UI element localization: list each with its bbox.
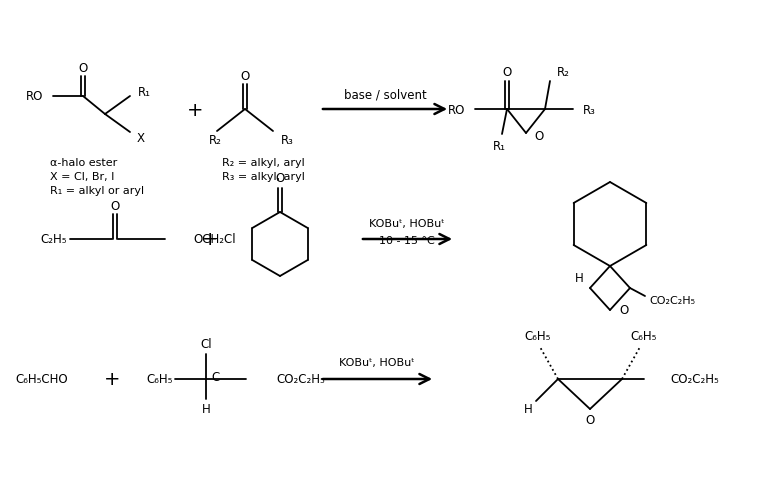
Text: +: +: [104, 370, 121, 389]
Text: C₆H₅: C₆H₅: [147, 373, 173, 386]
Text: C₆H₅CHO: C₆H₅CHO: [15, 373, 68, 386]
Text: CO₂C₂H₅: CO₂C₂H₅: [649, 295, 695, 305]
Text: RO: RO: [25, 91, 43, 103]
Text: O: O: [502, 66, 511, 79]
Text: R₁: R₁: [492, 139, 505, 152]
Text: OCH₂Cl: OCH₂Cl: [193, 233, 236, 246]
Text: R₂: R₂: [209, 133, 222, 146]
Text: H: H: [524, 403, 532, 416]
Text: +: +: [202, 230, 218, 249]
Text: O: O: [240, 69, 250, 82]
Text: O: O: [276, 172, 285, 185]
Text: C₆H₅: C₆H₅: [631, 329, 657, 342]
Text: C₆H₅: C₆H₅: [525, 329, 551, 342]
Text: RO: RO: [448, 103, 465, 116]
Text: R₁ = alkyl or aryl: R₁ = alkyl or aryl: [50, 186, 144, 196]
Text: X = Cl, Br, I: X = Cl, Br, I: [50, 172, 114, 182]
Text: R₃: R₃: [583, 103, 596, 116]
Text: H: H: [202, 403, 210, 416]
Text: KOBuᵗ, HOBuᵗ: KOBuᵗ, HOBuᵗ: [369, 219, 445, 228]
Text: O: O: [111, 199, 120, 212]
Text: R₂: R₂: [557, 65, 570, 78]
Text: O: O: [619, 304, 628, 317]
Text: C: C: [212, 371, 220, 384]
Text: 10 - 15 °C: 10 - 15 °C: [379, 236, 435, 245]
Text: R₃ = alkyl, aryl: R₃ = alkyl, aryl: [222, 172, 305, 182]
Text: C₂H₅: C₂H₅: [41, 233, 67, 246]
Text: O: O: [78, 62, 88, 76]
Text: +: +: [187, 100, 204, 119]
Text: CO₂C₂H₅: CO₂C₂H₅: [670, 373, 719, 386]
Text: X: X: [137, 131, 145, 144]
Text: base / solvent: base / solvent: [343, 88, 426, 101]
Text: KOBuᵗ, HOBuᵗ: KOBuᵗ, HOBuᵗ: [339, 357, 415, 367]
Text: Cl: Cl: [200, 337, 212, 350]
Text: O: O: [534, 129, 543, 142]
Text: α-halo ester: α-halo ester: [50, 158, 118, 167]
Text: R₃: R₃: [281, 133, 294, 146]
Text: R₁: R₁: [138, 85, 151, 98]
Text: H: H: [575, 272, 584, 285]
Text: O: O: [585, 414, 594, 426]
Text: CO₂C₂H₅: CO₂C₂H₅: [276, 373, 325, 386]
Text: R₂ = alkyl, aryl: R₂ = alkyl, aryl: [222, 158, 305, 167]
